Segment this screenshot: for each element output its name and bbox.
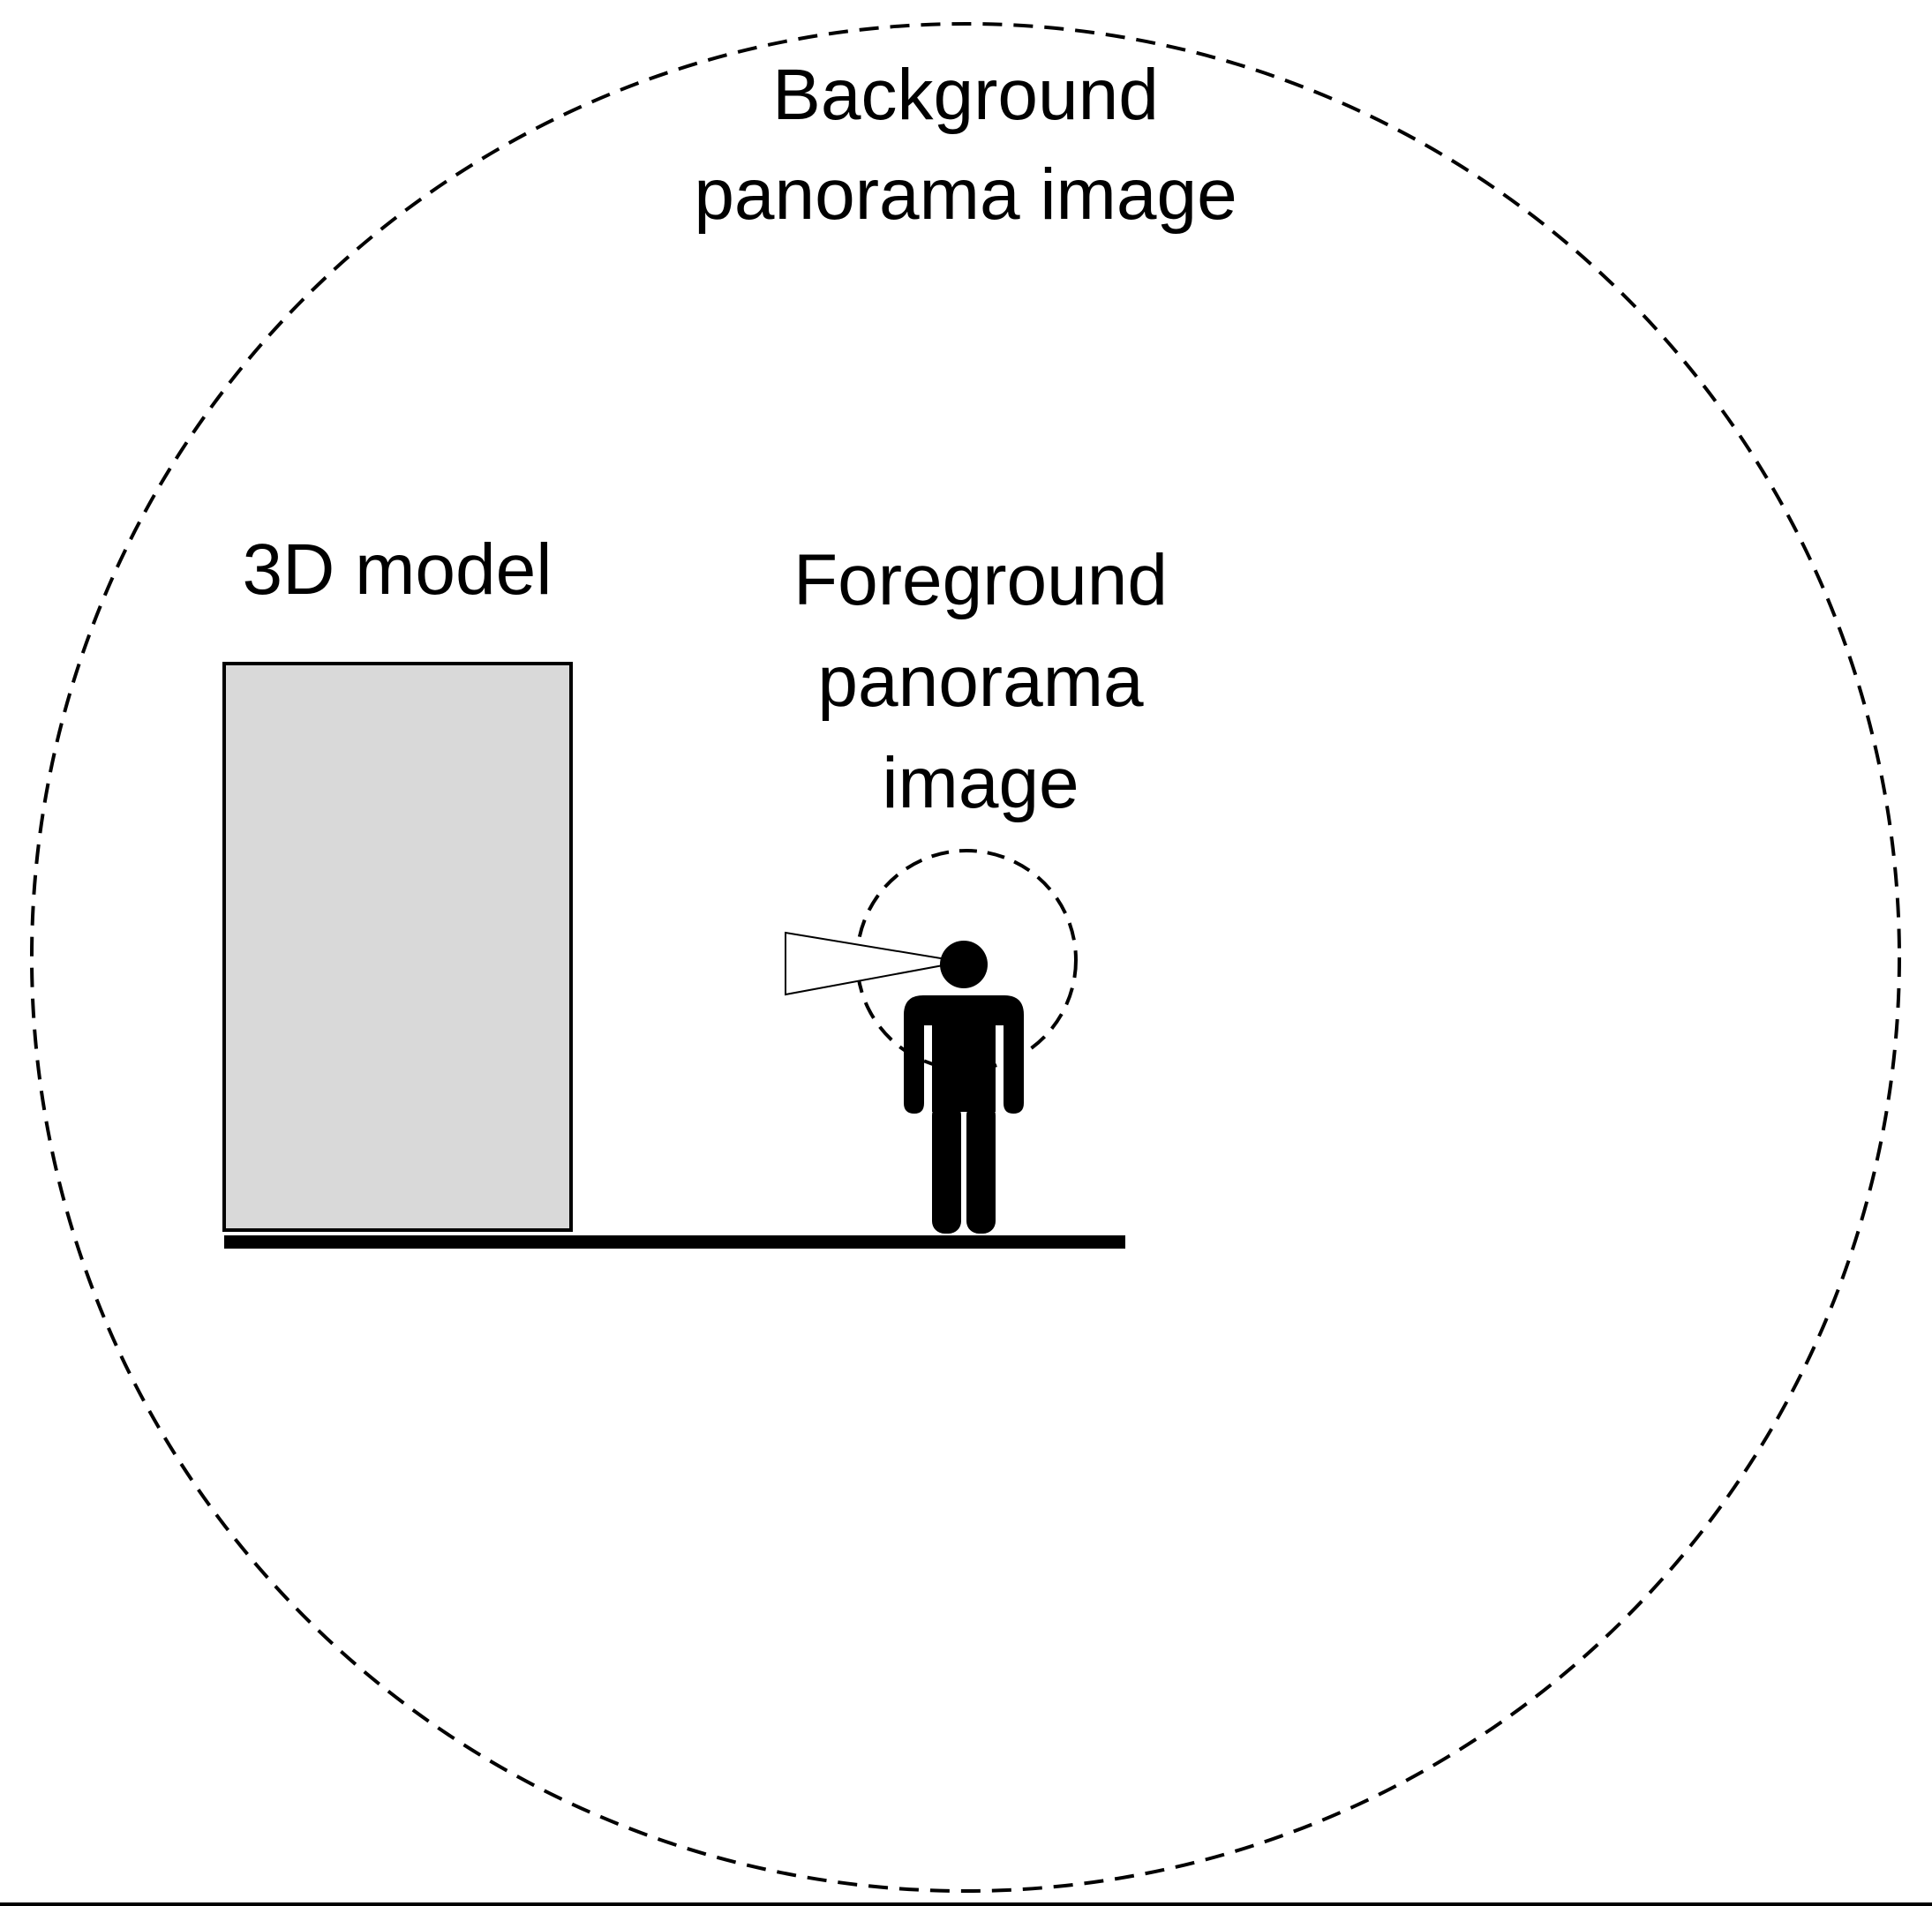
background-label-line2: panorama image [694, 154, 1237, 235]
background-label: Background [772, 55, 1159, 135]
model-label: 3D model [243, 529, 553, 610]
foreground-label: Foreground [793, 540, 1168, 620]
bottom-border [0, 1902, 1932, 1906]
model-box [222, 662, 573, 1232]
foreground-label-line3: image [882, 743, 1079, 823]
person-icon [904, 941, 1024, 1234]
view-cone-icon [785, 931, 963, 996]
foreground-label-line2: panorama [817, 642, 1144, 722]
ground-line [224, 1235, 1125, 1249]
background-panorama-circle [30, 22, 1901, 1893]
